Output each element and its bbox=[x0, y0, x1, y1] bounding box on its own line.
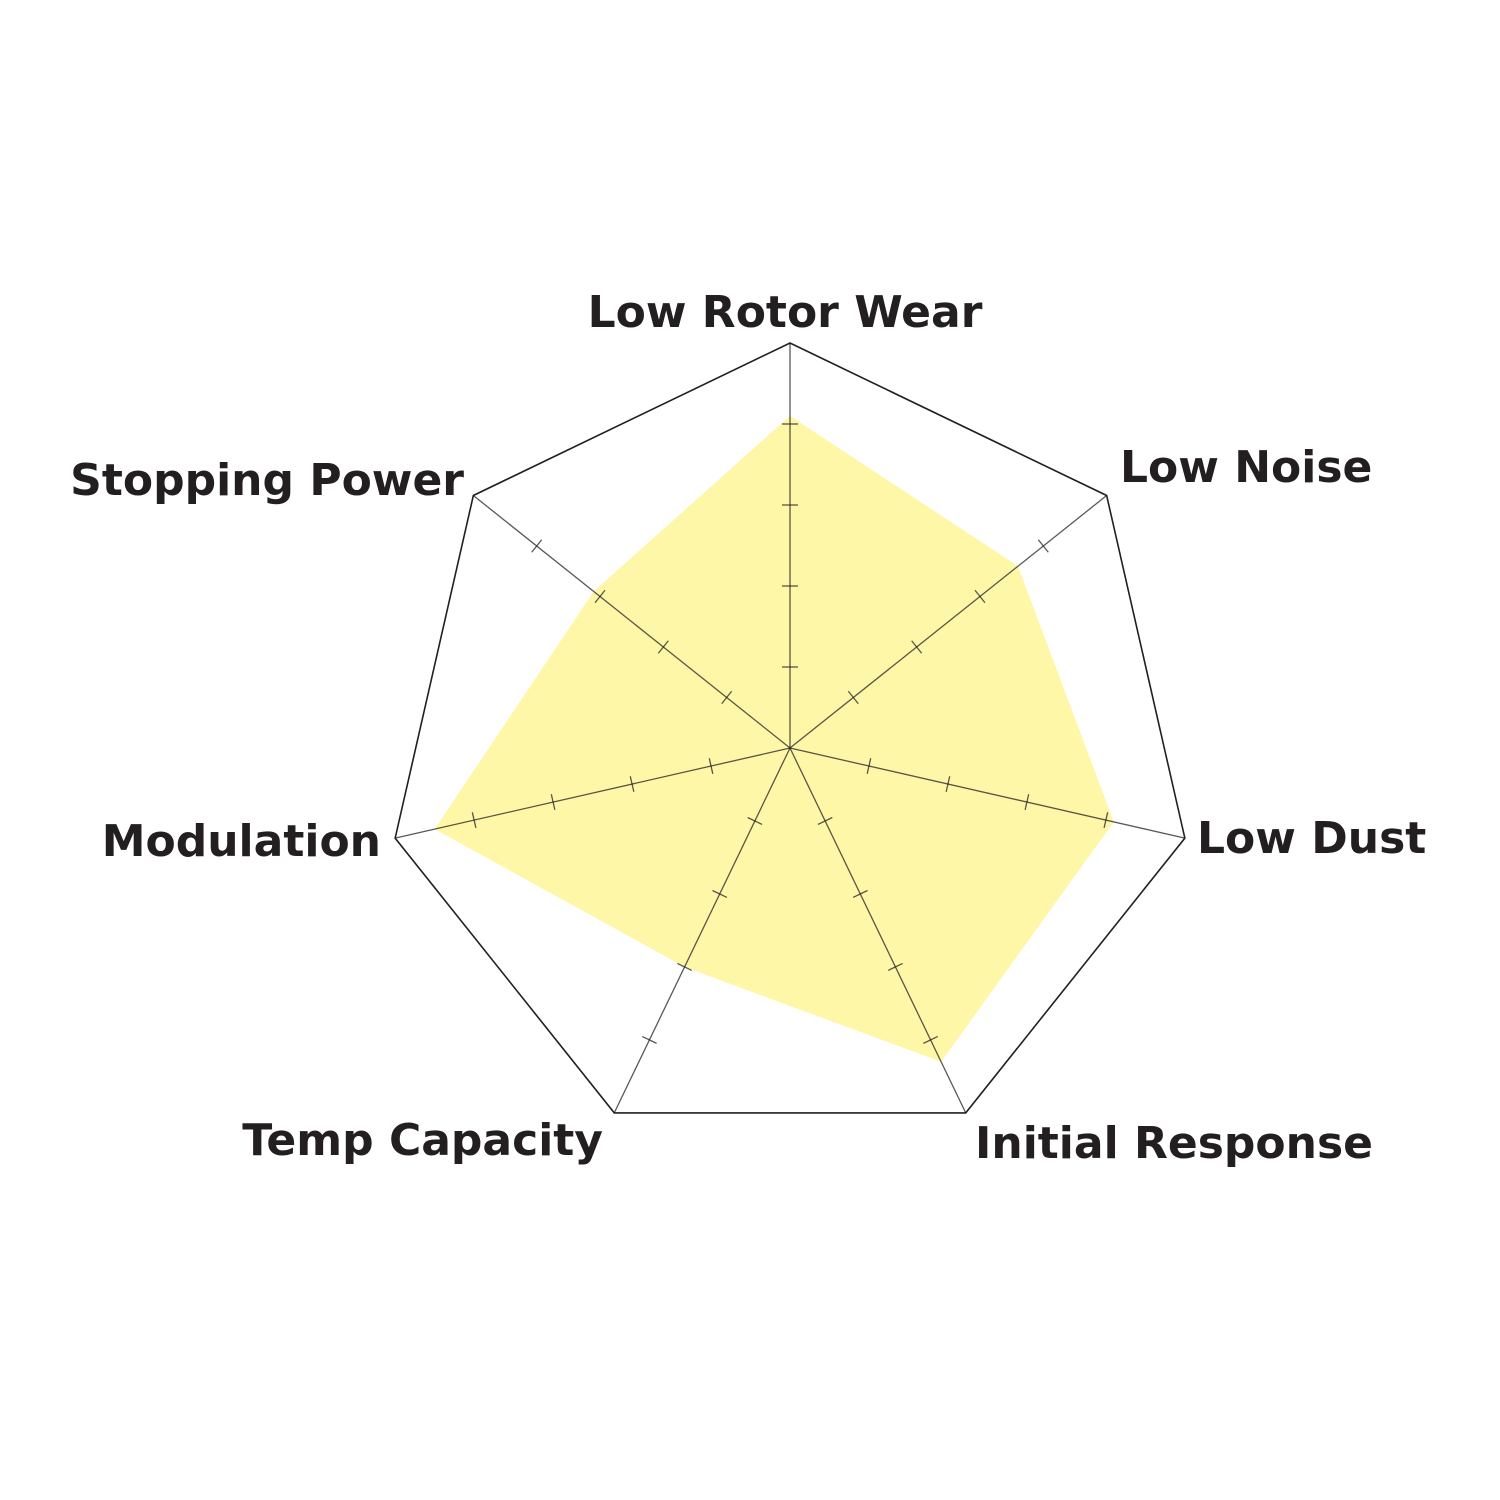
axis-label-low-rotor-wear: Low Rotor Wear bbox=[588, 287, 983, 338]
axis-tick bbox=[657, 640, 669, 654]
axis-label-low-noise: Low Noise bbox=[1120, 442, 1372, 493]
axis-tick bbox=[974, 589, 986, 604]
axis-tick bbox=[866, 758, 872, 774]
series-area-0 bbox=[434, 415, 1114, 1062]
axis-tick bbox=[708, 758, 714, 774]
axis-line bbox=[395, 747, 791, 839]
axis-label-initial-response: Initial Response bbox=[975, 1118, 1373, 1169]
axis-line bbox=[789, 747, 967, 1114]
axis-line bbox=[789, 747, 1185, 839]
axis-label-modulation: Modulation bbox=[102, 816, 381, 867]
axis-tick bbox=[641, 1035, 657, 1044]
axis-label-temp-capacity: Temp Capacity bbox=[242, 1115, 603, 1166]
outer-frame bbox=[394, 342, 1186, 1114]
axis-tick bbox=[1037, 539, 1049, 553]
axis-tick bbox=[471, 812, 477, 829]
axis-tick bbox=[945, 776, 951, 792]
axis-tick bbox=[911, 640, 923, 654]
axis-line bbox=[789, 494, 1108, 749]
axis-label-low-dust: Low Dust bbox=[1197, 813, 1426, 864]
axis-line bbox=[472, 494, 791, 749]
axis-tick bbox=[712, 889, 728, 899]
axis-tick bbox=[1024, 794, 1030, 811]
axis-tick bbox=[531, 539, 543, 553]
axis-tick bbox=[923, 1035, 939, 1044]
axis-tick bbox=[677, 962, 693, 971]
axis-tick bbox=[887, 962, 903, 971]
axis-tick bbox=[721, 690, 733, 705]
axis-line bbox=[613, 747, 791, 1114]
axis-tick bbox=[747, 816, 763, 826]
axis-tick bbox=[1103, 812, 1109, 829]
axis-label-stopping-power: Stopping Power bbox=[70, 455, 464, 506]
axis-tick bbox=[847, 690, 859, 705]
axis-tick bbox=[852, 889, 868, 899]
axis-tick bbox=[550, 794, 556, 811]
axis-tick bbox=[594, 589, 606, 604]
axis-tick bbox=[817, 816, 833, 826]
axis-tick bbox=[629, 776, 635, 792]
